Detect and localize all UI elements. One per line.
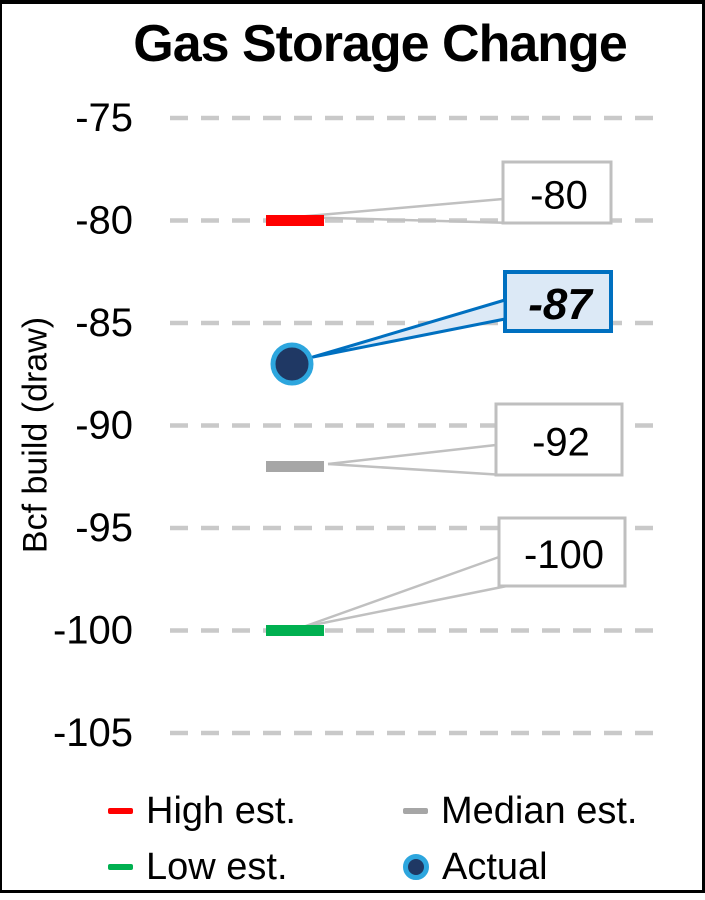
- callout-value-label: -87: [528, 280, 594, 329]
- callout-leader: [302, 555, 500, 629]
- callout-box: [494, 402, 624, 477]
- legend-item-high-est: High est.: [108, 788, 296, 834]
- callout-leader: [295, 197, 504, 219]
- y-tick-label: -80: [75, 199, 133, 243]
- legend-item-median-est: Median est.: [403, 788, 637, 834]
- legend-item-low-est: Low est.: [108, 844, 288, 890]
- actual-circle-icon: [403, 854, 429, 880]
- legend-label: High est.: [146, 789, 296, 832]
- callout-value-label: -92: [532, 421, 590, 465]
- legend-item-actual: Actual: [403, 844, 548, 890]
- y-tick-label: -85: [75, 301, 133, 345]
- marker-actual: [270, 342, 314, 386]
- y-tick-label: -90: [75, 404, 133, 448]
- callout-leader-actual: [311, 298, 507, 359]
- marker-high-est: [266, 215, 324, 226]
- callout-leader: [295, 215, 514, 225]
- high-est-dash-icon: [108, 808, 133, 814]
- low-est-dash-icon: [108, 864, 133, 870]
- marker-median-est: [266, 461, 324, 472]
- legend-label: Actual: [442, 845, 548, 888]
- legend-label: Median est.: [441, 789, 638, 832]
- callout-box: [497, 516, 627, 588]
- callout-box: [501, 160, 613, 225]
- marker-low-est: [266, 625, 324, 636]
- y-tick-label: -105: [53, 711, 133, 755]
- median-est-dash-icon: [403, 808, 428, 814]
- y-tick-label: -75: [75, 96, 133, 140]
- callout-leader: [327, 443, 497, 466]
- y-tick-label: -95: [75, 506, 133, 550]
- callout-leader: [302, 584, 508, 629]
- y-tick-label: -100: [53, 609, 133, 653]
- legend-label: Low est.: [146, 845, 288, 888]
- chart-title: Gas Storage Change: [133, 15, 627, 73]
- callout-leader: [327, 462, 505, 477]
- callout-value-label: -100: [524, 533, 604, 577]
- callout-value-label: -80: [530, 174, 588, 218]
